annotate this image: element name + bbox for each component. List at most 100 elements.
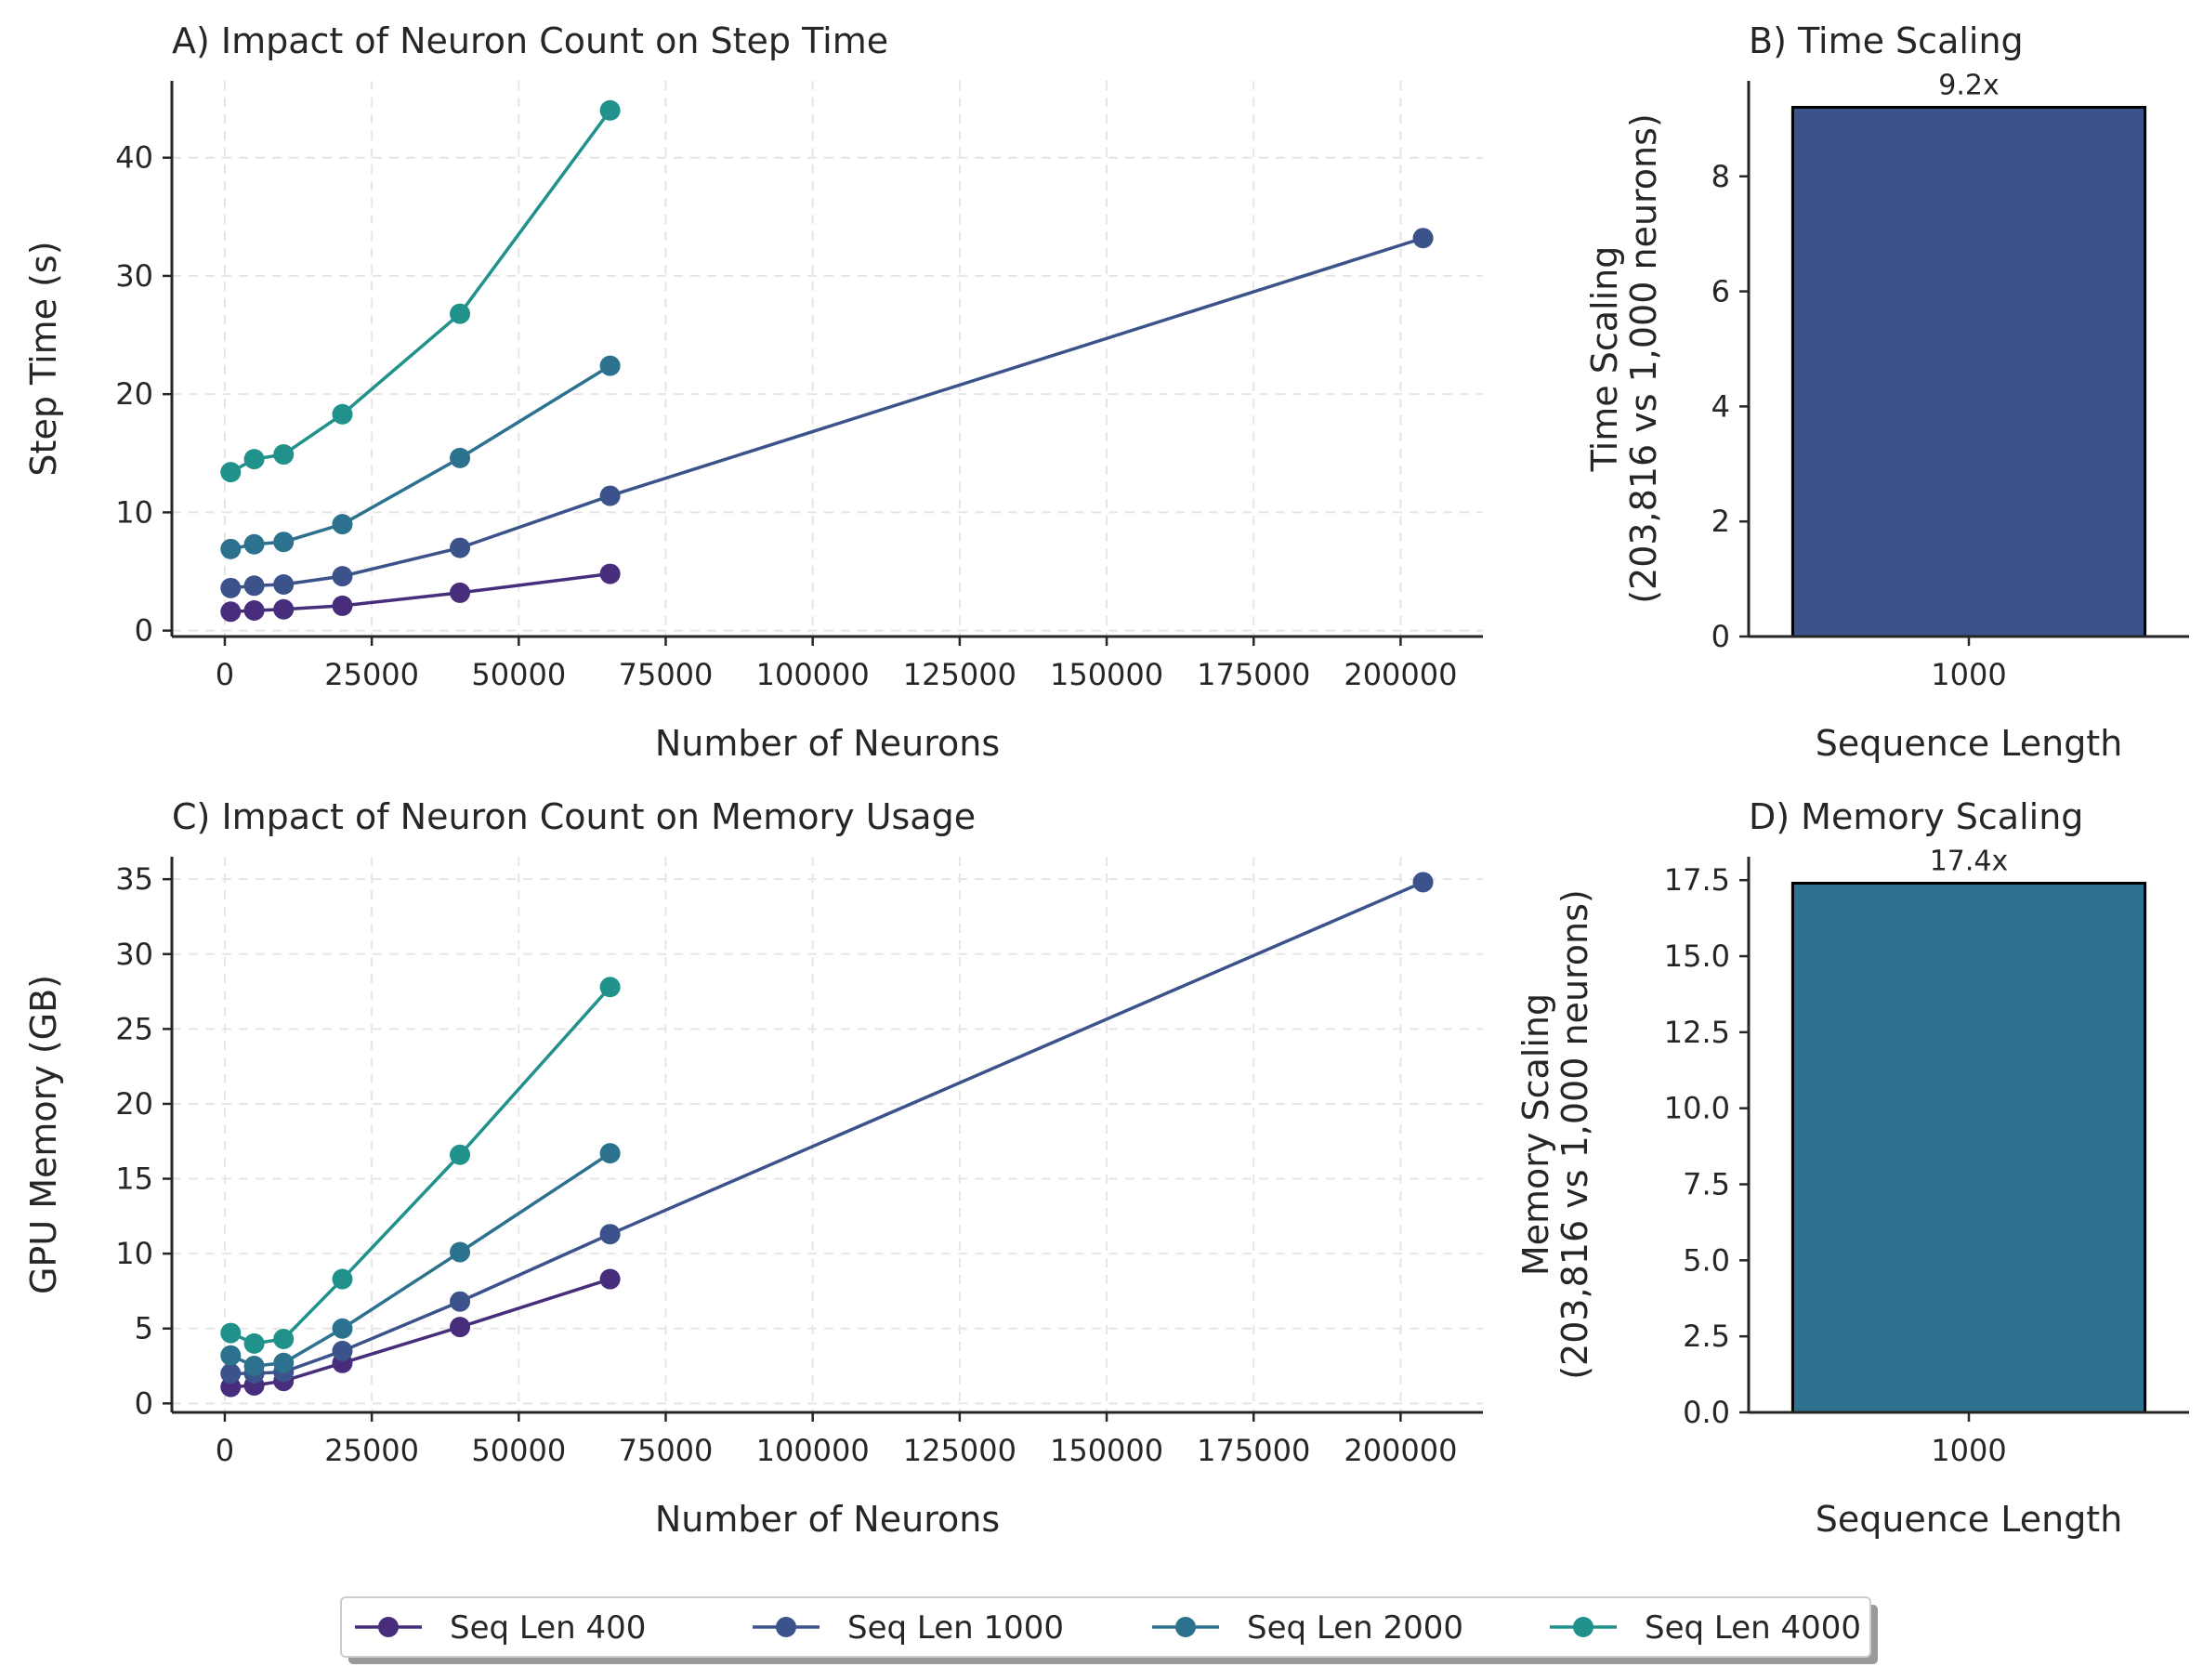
data-point <box>220 1363 242 1385</box>
y-tick-label: 0 <box>135 613 153 649</box>
data-point <box>450 1144 471 1165</box>
data-point <box>243 533 265 555</box>
data-point <box>450 1291 471 1312</box>
y-tick-label: 0 <box>135 1385 153 1421</box>
y-tick-label: 12.5 <box>1664 1015 1730 1050</box>
y-tick-label: 4 <box>1711 388 1730 424</box>
x-tick-label: 0 <box>216 657 234 692</box>
data-point <box>273 444 295 466</box>
data-point <box>450 582 471 603</box>
data-point <box>243 449 265 470</box>
data-point <box>450 1241 471 1263</box>
legend-label: Seq Len 1000 <box>847 1609 1064 1647</box>
data-point <box>220 1322 242 1344</box>
x-tick-label: 25000 <box>324 657 419 692</box>
y-tick-label: 2 <box>1711 504 1730 539</box>
x-tick-label: 175000 <box>1197 1433 1310 1468</box>
bar-value-label: 9.2x <box>1938 69 1999 101</box>
panel-title: B) Time Scaling <box>1749 20 2024 61</box>
y-tick-label: 30 <box>115 937 153 972</box>
y-tick-label: 0.0 <box>1683 1395 1730 1430</box>
bar-value-label: 17.4x <box>1930 845 2009 877</box>
data-point <box>243 600 265 622</box>
data-point <box>332 595 353 616</box>
data-point <box>243 1356 265 1377</box>
panel-title: C) Impact of Neuron Count on Memory Usag… <box>172 796 976 837</box>
y-tick-label: 10.0 <box>1664 1091 1730 1126</box>
data-point <box>332 566 353 587</box>
x-tick-label: 175000 <box>1197 657 1310 692</box>
data-point <box>332 1340 353 1361</box>
data-point <box>273 574 295 596</box>
x-tick-label: 150000 <box>1050 657 1163 692</box>
data-point <box>332 1268 353 1290</box>
data-point <box>273 1352 295 1373</box>
panel-title: D) Memory Scaling <box>1749 796 2083 837</box>
x-tick-label: 150000 <box>1050 1433 1163 1468</box>
x-axis-label: Number of Neurons <box>655 1499 1000 1540</box>
legend-label: Seq Len 400 <box>450 1609 646 1647</box>
x-axis-label: Sequence Length <box>1816 723 2123 764</box>
y-tick-label: 0 <box>1711 619 1730 654</box>
y-tick-label: 6 <box>1711 274 1730 309</box>
legend-label: Seq Len 4000 <box>1645 1609 1861 1647</box>
data-point <box>599 1224 621 1245</box>
y-tick-label: 5 <box>135 1311 153 1346</box>
x-tick-label: 75000 <box>619 657 714 692</box>
data-point <box>243 575 265 597</box>
panel-d: D) Memory Scaling 17.4x 1000 0.0 2.5 5.0 7.5 10… <box>1515 796 2189 1540</box>
x-tick-label: 25000 <box>324 1433 419 1468</box>
data-point <box>599 977 621 998</box>
data-point <box>220 1345 242 1366</box>
y-tick-label: 2.5 <box>1683 1319 1730 1354</box>
y-tick-label: 8 <box>1711 159 1730 194</box>
legend-box <box>340 1596 1871 1658</box>
y-tick-label: 17.5 <box>1664 862 1730 898</box>
data-point <box>599 563 621 584</box>
x-tick-label: 200000 <box>1344 657 1457 692</box>
panel-c: C) Impact of Neuron Count on Memory Usag… <box>23 796 1483 1540</box>
data-point <box>220 538 242 559</box>
legend-marker <box>1175 1617 1196 1637</box>
data-point <box>1412 228 1434 249</box>
x-tick-label: 50000 <box>471 657 566 692</box>
y-tick-label: 20 <box>115 1086 153 1122</box>
x-tick-label: 200000 <box>1344 1433 1457 1468</box>
data-point <box>220 462 242 483</box>
data-point <box>450 303 471 324</box>
legend-label: Seq Len 2000 <box>1247 1609 1463 1647</box>
x-tick-label: 75000 <box>619 1433 714 1468</box>
y-axis-label-line2: (203,816 vs 1,000 neurons) <box>1623 113 1664 604</box>
series-line-seq-len-4000 <box>229 986 611 1345</box>
y-axis-label-line2: (203,816 vs 1,000 neurons) <box>1554 889 1595 1380</box>
legend-marker <box>776 1617 796 1637</box>
legend-entry: Seq Len 400 <box>355 1609 646 1647</box>
data-point <box>332 1318 353 1339</box>
legend-marker <box>378 1617 399 1637</box>
y-axis-label: Step Time (s) <box>23 241 64 476</box>
series-line-seq-len-4000 <box>229 109 612 474</box>
data-point <box>599 1268 621 1290</box>
y-tick-label: 5.0 <box>1683 1242 1730 1278</box>
y-tick-label: 30 <box>115 258 153 294</box>
data-point <box>273 1329 295 1350</box>
data-point <box>332 514 353 535</box>
legend-entry: Seq Len 2000 <box>1152 1609 1463 1647</box>
panel-b: B) Time Scaling 9.2x 1000 0 2 4 6 8 Sequence Len… <box>1584 20 2189 764</box>
x-axis-label: Number of Neurons <box>655 723 1000 764</box>
x-tick-label: 100000 <box>756 657 870 692</box>
legend: Seq Len 400 Seq Len 1000 Seq Len 2000 Seq L… <box>340 1596 1878 1664</box>
y-tick-label: 25 <box>115 1011 153 1046</box>
y-tick-label: 15.0 <box>1664 938 1730 974</box>
data-point <box>599 1143 621 1164</box>
data-point <box>220 601 242 623</box>
y-tick-label: 40 <box>115 140 153 176</box>
data-point <box>1412 872 1434 893</box>
data-point <box>599 99 621 121</box>
data-point <box>450 537 471 558</box>
x-tick-label: 125000 <box>903 1433 1016 1468</box>
y-tick-label: 15 <box>115 1162 153 1197</box>
data-point <box>273 598 295 620</box>
x-tick-label: 100000 <box>756 1433 870 1468</box>
